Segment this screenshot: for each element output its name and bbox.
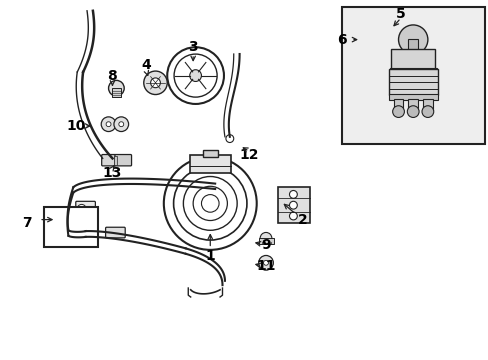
Circle shape bbox=[258, 256, 273, 270]
Bar bbox=[407, 39, 417, 50]
Circle shape bbox=[77, 226, 86, 235]
Bar bbox=[342, 7, 484, 144]
Circle shape bbox=[189, 70, 201, 81]
Circle shape bbox=[407, 106, 418, 117]
Circle shape bbox=[77, 204, 86, 213]
Circle shape bbox=[150, 78, 160, 88]
FancyBboxPatch shape bbox=[76, 201, 95, 216]
Circle shape bbox=[392, 106, 404, 117]
Bar bbox=[390, 49, 434, 69]
Bar bbox=[393, 99, 403, 110]
Text: 6: 6 bbox=[337, 33, 346, 46]
Bar bbox=[407, 99, 417, 110]
Text: 8: 8 bbox=[107, 69, 117, 82]
Circle shape bbox=[114, 117, 128, 131]
Circle shape bbox=[289, 190, 297, 198]
Circle shape bbox=[225, 135, 233, 143]
Bar bbox=[112, 88, 121, 97]
Bar bbox=[388, 69, 437, 95]
Text: 12: 12 bbox=[239, 148, 259, 162]
Bar bbox=[422, 99, 432, 110]
Bar bbox=[189, 155, 230, 173]
Bar bbox=[259, 238, 273, 244]
Bar bbox=[114, 156, 117, 165]
Text: 5: 5 bbox=[395, 8, 405, 21]
FancyBboxPatch shape bbox=[76, 223, 95, 238]
Text: 2: 2 bbox=[298, 213, 307, 226]
Circle shape bbox=[119, 122, 123, 127]
Text: 11: 11 bbox=[256, 260, 276, 273]
Circle shape bbox=[260, 233, 271, 244]
Circle shape bbox=[108, 80, 124, 96]
Bar bbox=[277, 187, 309, 223]
Bar bbox=[388, 94, 437, 100]
Circle shape bbox=[101, 117, 116, 131]
Circle shape bbox=[421, 106, 433, 117]
FancyBboxPatch shape bbox=[105, 227, 125, 238]
Text: 13: 13 bbox=[102, 166, 122, 180]
Bar bbox=[44, 207, 98, 247]
Text: 4: 4 bbox=[142, 58, 151, 72]
FancyBboxPatch shape bbox=[102, 154, 116, 166]
Circle shape bbox=[106, 122, 111, 127]
Bar bbox=[389, 68, 436, 71]
Bar bbox=[203, 150, 217, 157]
Circle shape bbox=[398, 25, 427, 54]
Text: 7: 7 bbox=[22, 216, 32, 230]
Text: 1: 1 bbox=[205, 249, 215, 262]
Text: 3: 3 bbox=[188, 40, 198, 54]
Circle shape bbox=[289, 201, 297, 209]
Circle shape bbox=[289, 212, 297, 220]
Circle shape bbox=[143, 71, 167, 95]
FancyBboxPatch shape bbox=[115, 154, 131, 166]
Circle shape bbox=[263, 260, 268, 265]
Text: 10: 10 bbox=[66, 119, 85, 133]
Text: 9: 9 bbox=[261, 238, 271, 252]
